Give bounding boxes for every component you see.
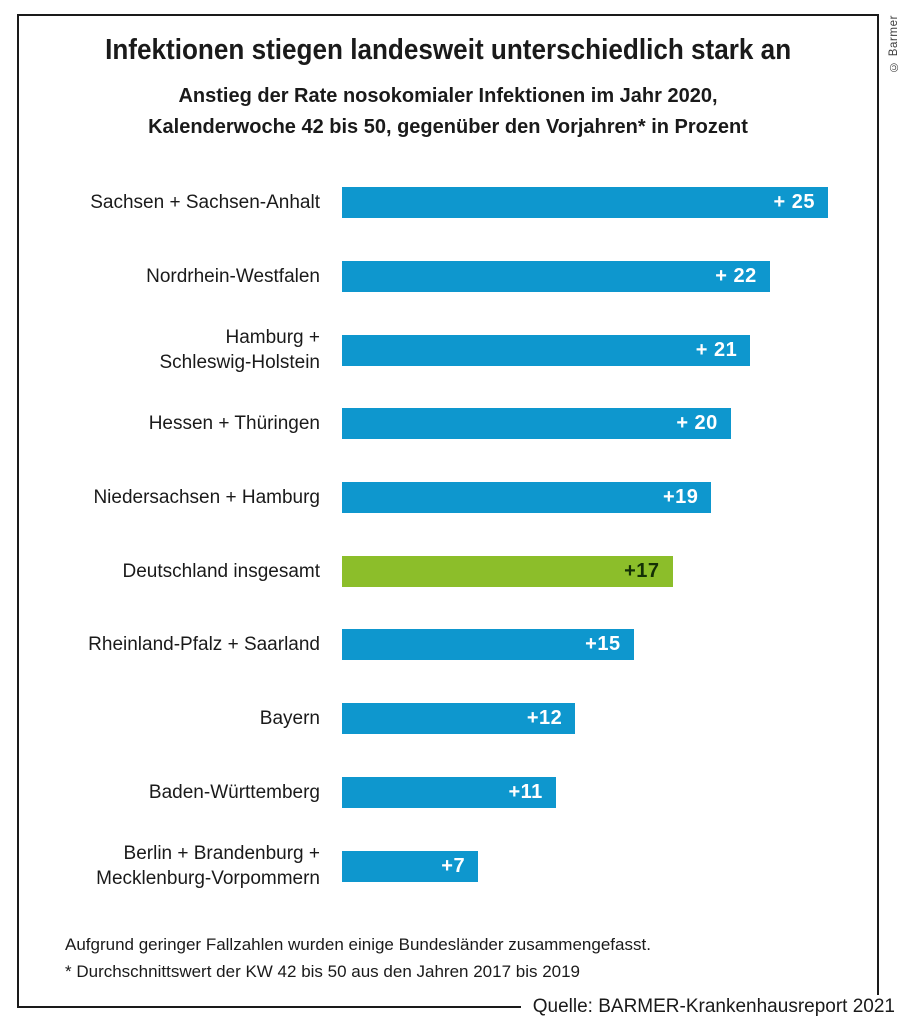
bar-row: Nordrhein-Westfalen + 22 <box>19 240 877 314</box>
bar-track: + 20 <box>342 408 877 440</box>
bar: +11 <box>342 776 556 808</box>
bar-value-label: + 20 <box>676 412 718 435</box>
footnote-asterisk-note: * Durchschnittswert der KW 42 bis 50 aus… <box>65 961 581 981</box>
bar-track: +11 <box>342 776 877 808</box>
bar: + 20 <box>342 408 731 440</box>
bar-track: +17 <box>342 555 877 587</box>
bar-track: + 21 <box>342 334 877 366</box>
bar-row: Hamburg + Schleswig-Holstein + 21 <box>19 313 877 387</box>
bar-row: Hessen + Thüringen + 20 <box>19 387 877 461</box>
bar-value-label: + 21 <box>695 338 738 361</box>
bar-row: Baden-Württemberg +11 <box>19 756 877 830</box>
bar-row: Rheinland-Pfalz + Saarland +15 <box>19 608 877 682</box>
chart-title: Infektionen stiegen landesweit unterschi… <box>19 33 877 67</box>
category-label: Hamburg + Schleswig-Holstein <box>159 327 320 374</box>
bar-track: + 25 <box>342 187 877 219</box>
bar-row: Deutschland insgesamt +17 <box>19 534 877 608</box>
category-label: Berlin + Brandenburg + Mecklenburg-Vorpo… <box>96 843 320 890</box>
copyright-vertical-text: © Barmer <box>888 15 900 73</box>
bar-row: Sachsen + Sachsen-Anhalt + 25 <box>19 166 877 240</box>
category-label: Nordrhein-Westfalen <box>146 266 320 288</box>
bar: + 22 <box>342 261 770 293</box>
category-label: Deutschland insgesamt <box>122 560 321 582</box>
category-label: Baden-Württemberg <box>148 781 320 803</box>
bar: + 25 <box>342 187 828 219</box>
bar-value-label: +11 <box>508 780 543 803</box>
footnote-grouping-note: Aufgrund geringer Fallzahlen wurden eini… <box>65 935 651 954</box>
bar: +19 <box>342 482 712 514</box>
bar-value-label: + 25 <box>773 191 815 214</box>
category-label: Hessen + Thüringen <box>148 413 320 435</box>
bar: +7 <box>342 850 479 882</box>
bar-track: +12 <box>342 703 877 735</box>
subtitle-line-2: Kalenderwoche 42 bis 50, gegenüber den V… <box>148 116 748 138</box>
bar-value-label: + 22 <box>715 265 757 288</box>
bar-value-label: +12 <box>526 707 563 730</box>
bar-value-label: +17 <box>624 559 660 582</box>
bar-track: +7 <box>342 850 877 882</box>
category-label: Niedersachsen + Hamburg <box>93 487 320 509</box>
bar-row: Niedersachsen + Hamburg +19 <box>19 461 877 535</box>
bar-row: Berlin + Brandenburg + Mecklenburg-Vorpo… <box>19 829 877 903</box>
bar-value-label: +19 <box>662 486 699 509</box>
bar: +12 <box>342 703 576 735</box>
bar: + 21 <box>342 334 751 366</box>
bar-chart: Sachsen + Sachsen-Anhalt + 25 Nordrhein-… <box>19 166 877 903</box>
chart-title-text: Infektionen stiegen landesweit unterschi… <box>104 34 792 66</box>
chart-frame: Infektionen stiegen landesweit unterschi… <box>17 14 895 1019</box>
bar-track: +15 <box>342 629 877 661</box>
bar-row: Bayern +12 <box>19 682 877 756</box>
category-label: Bayern <box>259 708 320 730</box>
bar-value-label: +15 <box>585 633 621 656</box>
bar-track: +19 <box>342 482 877 514</box>
category-label: Sachsen + Sachsen-Anhalt <box>90 192 320 214</box>
bar: +17 <box>342 555 673 587</box>
chart-subtitle: Anstieg der Rate nosokomialer Infektione… <box>19 81 877 143</box>
bar: +15 <box>342 629 634 661</box>
bar-value-label: +7 <box>441 854 466 877</box>
category-label: Rheinland-Pfalz + Saarland <box>88 634 320 656</box>
source-label: Quelle: BARMER-Krankenhausreport 2021 <box>520 995 895 1019</box>
footnotes: Aufgrund geringer Fallzahlen wurden eini… <box>65 932 651 985</box>
bar-track: + 22 <box>342 261 877 293</box>
subtitle-line-1: Anstieg der Rate nosokomialer Infektione… <box>178 85 718 107</box>
